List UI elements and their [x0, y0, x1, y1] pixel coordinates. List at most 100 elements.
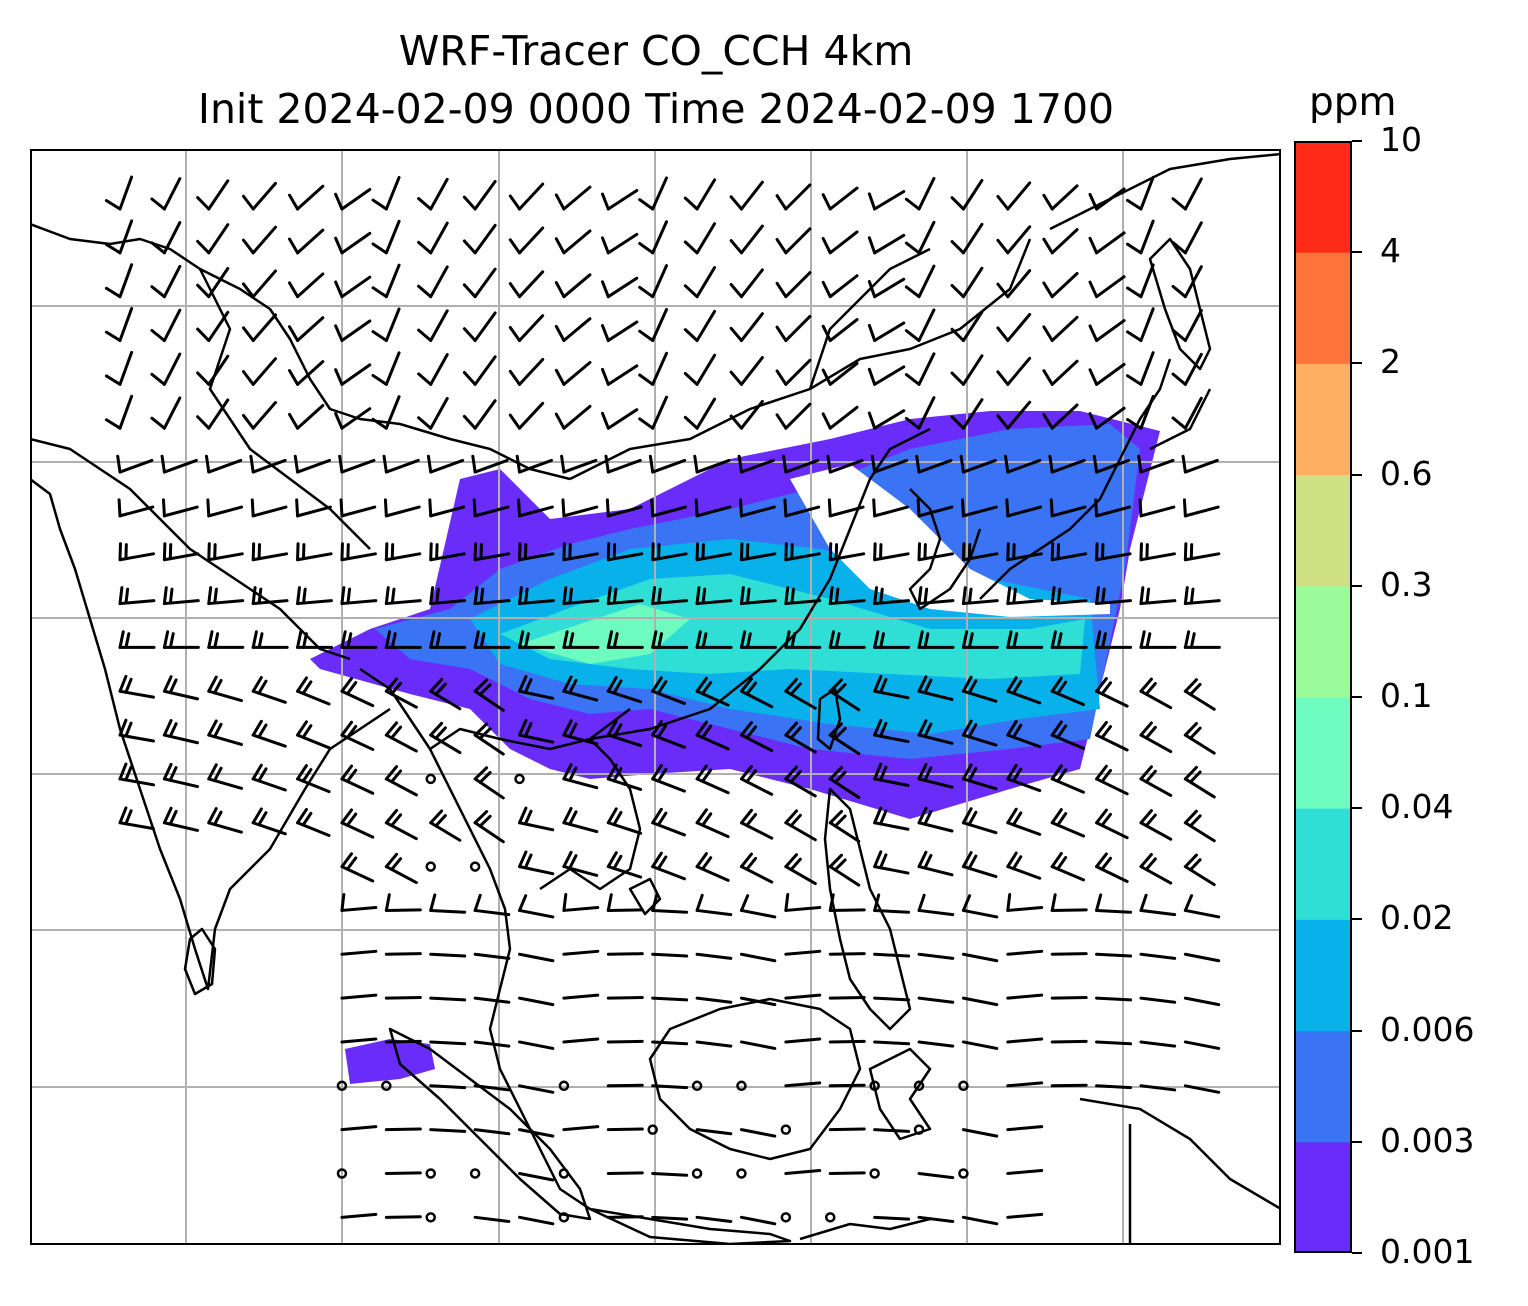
wind-barb [1006, 1037, 1044, 1044]
wind-barb [651, 630, 689, 649]
wind-barb [904, 308, 936, 343]
wind-barb [873, 1040, 911, 1046]
wind-barb [462, 223, 497, 255]
wind-barb [334, 187, 372, 211]
wind-barb [1006, 763, 1042, 793]
wind-barb [961, 675, 998, 703]
wind-barb [961, 807, 998, 835]
wind-barb [784, 893, 822, 912]
wind-barb [783, 498, 821, 518]
wind-barb [695, 764, 730, 795]
colorbar-swatch [1294, 585, 1352, 698]
wind-barb [1095, 996, 1133, 1002]
wind-barb [371, 351, 401, 386]
wind-barb [384, 1171, 422, 1175]
wind-barb [1088, 275, 1126, 299]
wind-barb [508, 401, 545, 430]
wind-barb [1183, 630, 1221, 649]
wind-barb [1138, 498, 1176, 518]
wind-barb [961, 630, 999, 649]
colorbar-swatch [1294, 363, 1352, 476]
wind-barb [340, 852, 375, 883]
colorbar-tick-label: 0.6 [1380, 453, 1433, 493]
wind-barb [961, 952, 999, 963]
wind-barb [150, 396, 182, 430]
wind-barb [917, 1215, 955, 1223]
wind-barb [1050, 996, 1088, 1000]
wind-barb [606, 630, 644, 649]
wind-barb [429, 677, 462, 711]
wind-barb [961, 719, 998, 747]
colorbar-tick [1352, 251, 1362, 254]
wind-barb [340, 542, 377, 562]
wind-barb [1126, 394, 1155, 430]
wind-barb [340, 764, 375, 795]
wind-barb [471, 454, 509, 474]
wind-barb [340, 893, 378, 912]
wind-barb [518, 1215, 555, 1226]
wind-barb [334, 407, 372, 430]
wind-barb [961, 1215, 999, 1226]
map-title-line1: WRF-Tracer CO_CCH 4km [398, 27, 914, 75]
colorbar-tick [1352, 473, 1362, 476]
wind-barb [961, 996, 999, 1007]
wind-barb [996, 400, 1032, 430]
wind-barb [462, 311, 497, 343]
wind-barb [429, 996, 467, 1002]
colorbar-tick [1352, 362, 1362, 365]
calm-wind-marker [736, 1168, 747, 1179]
coastline-segment [648, 997, 862, 1161]
coastline-segment [569, 238, 1032, 481]
wind-barb [206, 498, 244, 518]
wind-barb [695, 1040, 733, 1048]
wind-barb [371, 307, 401, 343]
wind-barb [1050, 1083, 1088, 1088]
colorbar [1294, 141, 1352, 1254]
wind-barb [104, 394, 134, 430]
wind-barb [251, 807, 287, 836]
wind-barb [207, 719, 243, 746]
wind-barb [428, 498, 466, 518]
wind-barb [917, 542, 955, 562]
wind-barb [384, 996, 422, 1000]
wind-barb [287, 360, 325, 386]
coastline-segment [628, 877, 662, 916]
calm-wind-marker [958, 1168, 969, 1179]
wind-barb [651, 893, 689, 914]
wind-barb [334, 275, 372, 299]
wind-barb [562, 949, 600, 956]
wind-barb [118, 542, 155, 562]
wind-barb [287, 228, 325, 255]
wind-barb [1183, 1040, 1221, 1050]
wind-barb [651, 1040, 689, 1046]
wind-barb [518, 630, 556, 649]
wind-barb [1095, 1084, 1133, 1090]
wind-barb [1139, 1040, 1177, 1048]
colorbar-tick [1352, 1029, 1362, 1032]
wind-barb [606, 1039, 644, 1044]
wind-barb [917, 893, 955, 917]
wind-barb [651, 542, 688, 562]
wind-barb [251, 586, 289, 606]
wind-barb [1088, 231, 1126, 255]
wind-barb [950, 310, 984, 343]
wind-barb [1092, 454, 1131, 474]
wind-barb [518, 996, 555, 1007]
wind-barb [917, 850, 954, 877]
wind-barb [1088, 187, 1126, 211]
calm-wind-marker [736, 1080, 747, 1092]
map-panel[interactable] [30, 149, 1281, 1245]
coastline-segment [1049, 152, 1281, 231]
wind-barb [606, 851, 643, 879]
wind-barb [429, 893, 467, 914]
wind-barb [606, 807, 643, 835]
wind-barb [118, 674, 155, 699]
wind-barb [118, 718, 155, 743]
wind-barb [1139, 586, 1177, 606]
coastline-segment [198, 268, 371, 550]
wind-barb [508, 226, 545, 255]
wind-barb [651, 1084, 689, 1090]
wind-barb [241, 181, 277, 211]
colorbar-tick-label: 0.3 [1380, 564, 1433, 604]
wind-barb [429, 952, 467, 958]
